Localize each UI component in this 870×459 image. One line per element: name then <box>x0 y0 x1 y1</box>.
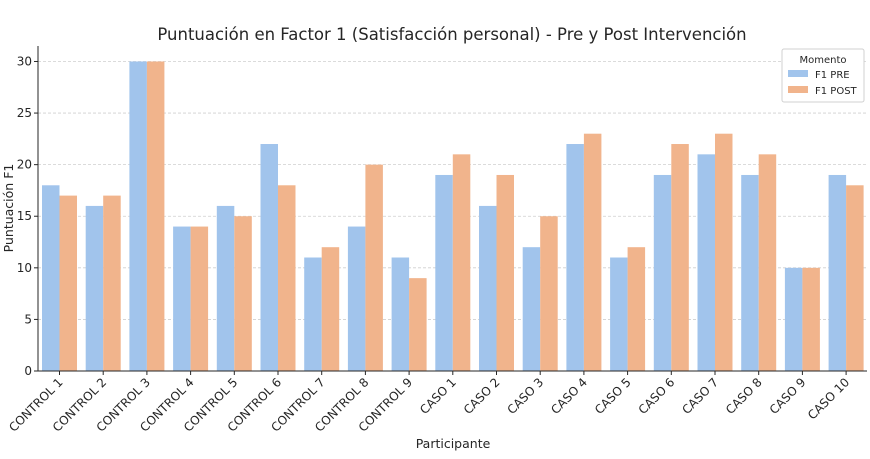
x-tick-label: CASO 2 <box>461 375 503 417</box>
x-tick-label: CASO 3 <box>505 375 547 417</box>
bar-pre <box>85 205 104 371</box>
legend-label-post: F1 POST <box>815 86 858 97</box>
bar-post <box>365 164 383 371</box>
bar-post <box>496 174 514 371</box>
y-tick-label: 30 <box>17 54 32 68</box>
bar-post <box>715 133 733 371</box>
bar-pre <box>697 154 715 371</box>
legend-title: Momento <box>799 55 846 66</box>
bar-pre <box>304 257 322 371</box>
bar-post <box>409 278 427 371</box>
x-tick-label: CASO 5 <box>592 375 634 417</box>
legend-swatch-pre <box>788 70 808 77</box>
bar-pre <box>435 174 453 371</box>
bar-post <box>146 61 165 371</box>
bar-post <box>540 216 558 371</box>
bar-pre <box>653 174 672 371</box>
bar-pre <box>784 267 803 371</box>
y-tick-label: 0 <box>24 364 32 378</box>
bar-post <box>452 154 471 371</box>
bar-pre <box>479 205 497 371</box>
y-ticks: 0 5 10 15 20 25 30 <box>17 54 38 378</box>
bar-pre <box>522 247 541 371</box>
x-tick-label: CASO 4 <box>548 375 590 417</box>
legend-swatch-post <box>788 86 808 93</box>
bar-post <box>802 267 820 371</box>
bar-pre <box>216 205 235 371</box>
y-tick-label: 5 <box>24 312 32 326</box>
y-tick-label: 25 <box>17 106 32 120</box>
legend-label-pre: F1 PRE <box>815 70 850 81</box>
bar-post <box>321 247 340 371</box>
bar-post <box>278 185 296 371</box>
bar-post <box>627 247 646 371</box>
x-tick-label: CASO 6 <box>636 375 678 417</box>
bar-pre <box>610 257 628 371</box>
bar-pre <box>741 174 759 371</box>
bar-pre <box>566 144 584 371</box>
y-tick-label: 10 <box>17 261 32 275</box>
legend: Momento F1 PRE F1 POST <box>781 48 865 103</box>
x-tick-label: CASO 9 <box>767 375 809 417</box>
x-tick-label: CASO 10 <box>805 375 852 422</box>
bar-pre <box>42 185 60 371</box>
x-axis-label: Participante <box>416 436 491 451</box>
bar-post <box>190 226 209 371</box>
bar-pre <box>260 144 278 371</box>
chart-title: Puntuación en Factor 1 (Satisfacción per… <box>157 25 746 44</box>
bar-pre <box>391 257 410 371</box>
bar-post <box>583 133 602 371</box>
bar-pre <box>347 226 366 371</box>
x-tick-label: CASO 1 <box>417 375 459 417</box>
bar-post <box>103 195 121 371</box>
bar-post <box>671 144 689 371</box>
bar-pre <box>828 174 847 371</box>
x-tick-label: CASO 8 <box>723 375 765 417</box>
bar-post <box>59 195 77 371</box>
bar-post <box>846 185 864 371</box>
x-tick-label: CASO 7 <box>679 375 721 417</box>
y-tick-label: 20 <box>17 158 32 172</box>
bar-pre <box>129 61 147 371</box>
y-axis-label: Puntuación F1 <box>1 164 16 253</box>
bar-pre <box>173 226 191 371</box>
y-tick-label: 15 <box>17 209 32 223</box>
bars-layer <box>42 61 864 371</box>
bar-post <box>234 216 252 371</box>
bar-post <box>758 154 777 371</box>
